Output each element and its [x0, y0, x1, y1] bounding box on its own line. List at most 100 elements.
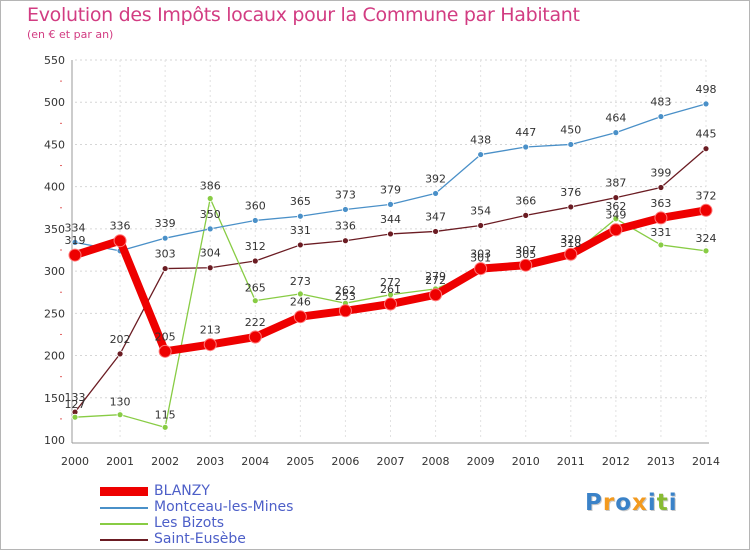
data-label-blanzy: 363	[650, 197, 671, 210]
data-label-blanzy: 319	[65, 234, 86, 247]
data-label-saint-eus-be: 354	[470, 205, 491, 218]
data-label-saint-eus-be: 303	[155, 248, 176, 261]
data-label-montceau-les-mines: 350	[200, 208, 221, 221]
legend-swatch-bizots	[100, 523, 148, 525]
data-label-blanzy: 261	[380, 283, 401, 296]
y-tick-label: 400	[44, 181, 65, 194]
data-label-les-bizots: 130	[110, 396, 131, 409]
data-label-les-bizots: 386	[200, 179, 221, 192]
y-tick-label: 450	[44, 138, 65, 151]
data-point-blanzy	[654, 211, 668, 225]
data-label-les-bizots: 301	[470, 251, 491, 264]
data-point-saint-eus-be	[161, 265, 169, 272]
legend-label-saint-eusebe: Saint-Eusèbe	[154, 531, 246, 547]
data-point-montceau-les-mines	[387, 200, 394, 208]
y-tick-label: 550	[44, 54, 65, 67]
data-label-montceau-les-mines: 392	[425, 172, 446, 185]
data-point-blanzy	[158, 344, 172, 358]
data-label-montceau-les-mines: 447	[515, 126, 536, 139]
proxiti-logo: Proxiti	[585, 490, 678, 516]
data-point-les-bizots	[612, 215, 620, 223]
data-point-blanzy	[699, 203, 713, 217]
data-point-saint-eus-be	[116, 350, 124, 358]
data-point-montceau-les-mines	[206, 225, 214, 233]
data-point-montceau-les-mines	[296, 212, 304, 220]
data-point-blanzy	[113, 234, 127, 248]
data-label-saint-eus-be: 202	[110, 333, 131, 346]
data-label-montceau-les-mines: 360	[245, 199, 266, 212]
data-label-montceau-les-mines: 464	[605, 112, 626, 125]
data-point-les-bizots	[296, 290, 304, 298]
data-label-blanzy: 222	[245, 316, 266, 329]
legend-item-saint-eusebe[interactable]: Saint-Eusèbe	[100, 531, 400, 548]
legend-item-bizots[interactable]: Les Bizots	[100, 515, 400, 532]
data-label-montceau-les-mines: 498	[696, 83, 717, 96]
data-point-saint-eus-be	[522, 211, 530, 219]
data-point-montceau-les-mines	[567, 141, 575, 148]
data-point-blanzy	[519, 258, 533, 272]
data-label-les-bizots: 265	[245, 282, 266, 295]
legend-swatch-saint-eusebe	[100, 539, 148, 541]
data-label-les-bizots: 318	[560, 237, 581, 250]
legend-swatch-montceau	[100, 507, 148, 509]
legend-item-blanzy[interactable]: BLANZY	[100, 483, 400, 500]
data-point-saint-eus-be	[657, 184, 665, 191]
data-point-blanzy	[384, 297, 397, 311]
data-label-les-bizots: 331	[650, 226, 671, 239]
data-point-montceau-les-mines	[342, 206, 349, 213]
data-label-saint-eus-be: 304	[200, 247, 221, 260]
data-point-montceau-les-mines	[251, 217, 259, 224]
data-point-saint-eus-be	[251, 257, 259, 265]
data-label-saint-eus-be: 344	[380, 213, 401, 226]
data-label-saint-eus-be: 399	[650, 167, 671, 180]
data-label-blanzy: 336	[110, 220, 131, 233]
x-tick-label: 2012	[602, 455, 630, 468]
x-tick-label: 2002	[151, 455, 179, 468]
data-point-saint-eus-be	[702, 145, 710, 153]
data-point-montceau-les-mines	[432, 190, 439, 197]
data-point-montceau-les-mines	[522, 143, 530, 151]
y-tick-label: 150	[44, 392, 65, 405]
x-tick-label: 2003	[196, 455, 224, 468]
data-label-les-bizots: 362	[605, 200, 626, 213]
data-point-saint-eus-be	[477, 222, 485, 229]
y-tick-label: 250	[44, 307, 65, 320]
data-point-montceau-les-mines	[161, 234, 169, 242]
data-label-blanzy: 213	[200, 324, 221, 337]
legend-label-blanzy: BLANZY	[154, 483, 210, 499]
data-label-saint-eus-be: 387	[605, 177, 626, 190]
x-tick-label: 2013	[647, 455, 675, 468]
x-tick-label: 2007	[377, 455, 405, 468]
data-label-blanzy: 372	[696, 189, 717, 202]
data-label-blanzy: 246	[290, 296, 311, 309]
data-label-blanzy: 349	[605, 209, 626, 222]
data-point-les-bizots	[702, 247, 710, 255]
data-label-blanzy: 320	[560, 233, 581, 246]
data-label-montceau-les-mines: 365	[290, 195, 311, 208]
data-point-montceau-les-mines	[702, 100, 710, 108]
data-point-saint-eus-be	[342, 237, 349, 245]
data-label-les-bizots: 324	[696, 232, 717, 245]
data-point-les-bizots	[71, 413, 79, 421]
legend-label-montceau: Montceau-les-Mines	[154, 499, 294, 515]
legend-swatch-blanzy	[100, 487, 148, 496]
x-tick-label: 2004	[241, 455, 269, 468]
data-label-saint-eus-be: 336	[335, 220, 356, 233]
data-point-les-bizots	[657, 241, 665, 249]
data-point-saint-eus-be	[567, 203, 575, 211]
data-label-montceau-les-mines: 438	[470, 134, 491, 147]
data-label-saint-eus-be: 366	[515, 194, 536, 207]
x-tick-label: 2014	[692, 455, 720, 468]
data-point-les-bizots	[206, 195, 214, 202]
data-label-les-bizots: 273	[290, 275, 311, 288]
x-tick-label: 2005	[286, 455, 314, 468]
data-point-saint-eus-be	[432, 228, 439, 235]
data-point-les-bizots	[116, 411, 124, 419]
x-tick-label: 2001	[106, 455, 134, 468]
data-label-les-bizots: 127	[65, 398, 86, 411]
data-point-montceau-les-mines	[477, 151, 485, 158]
x-tick-label: 2009	[467, 455, 495, 468]
legend-item-montceau[interactable]: Montceau-les-Mines	[100, 499, 400, 516]
data-point-blanzy	[429, 288, 443, 302]
data-label-blanzy: 272	[425, 274, 446, 287]
